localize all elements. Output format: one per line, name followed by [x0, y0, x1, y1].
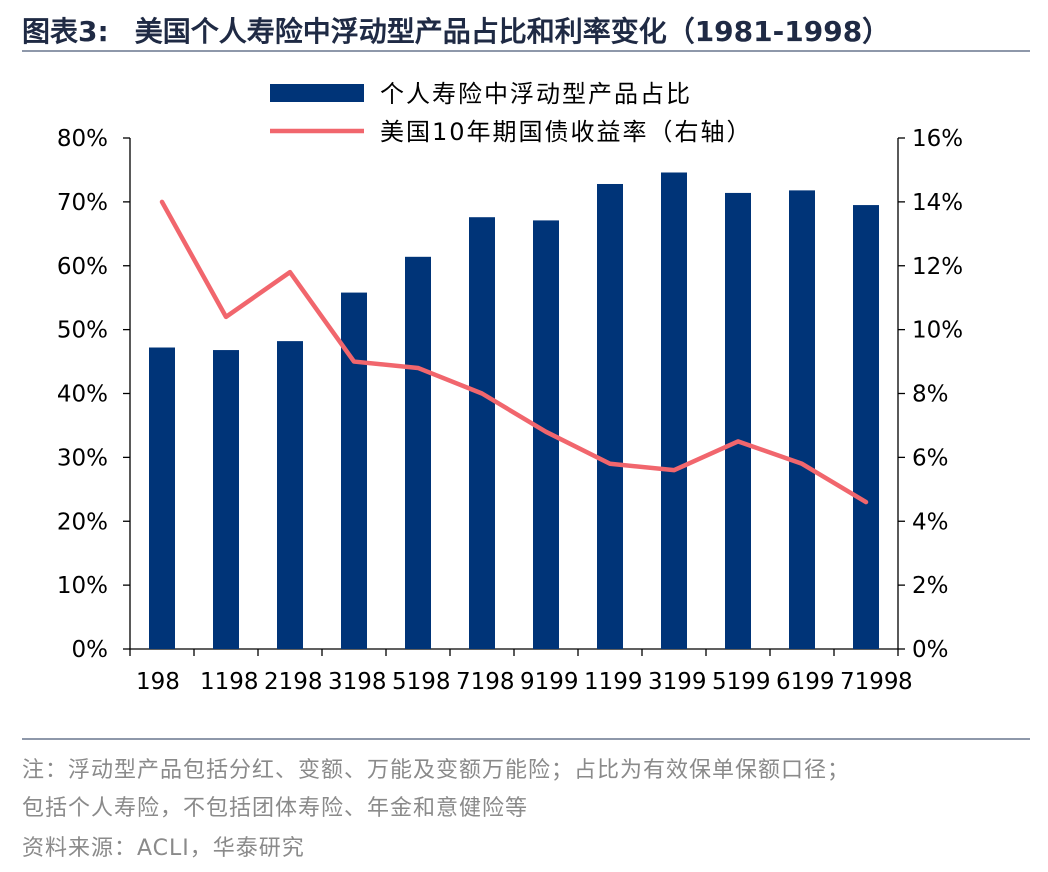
x-tick-label: 6199 — [776, 669, 835, 695]
legend-bar-swatch — [270, 84, 364, 102]
x-tick-label: 198 — [136, 669, 180, 695]
bar-1982 — [213, 350, 239, 649]
y-left-tick-label: 10% — [57, 573, 108, 599]
x-tick-label: 5198 — [392, 669, 451, 695]
y-right-tick-label: 10% — [912, 318, 963, 344]
y-left-tick-label: 80% — [57, 126, 108, 152]
x-tick-label: 1199 — [584, 669, 643, 695]
bar-1981 — [149, 347, 175, 649]
x-tick-label: 8 — [898, 669, 913, 695]
x-tick-label: 3199 — [648, 669, 707, 695]
axes-group: 0% 10% 20% 30% 40% 50% 60% 70% 80% 0% 2% 4% 6% 8% 10% 1… — [57, 126, 963, 695]
y-left-tick-label: 50% — [57, 318, 108, 344]
y-right-tick-label: 0% — [912, 637, 949, 663]
y-left-tick-label: 0% — [72, 637, 109, 663]
y-left-tick-label: 40% — [57, 382, 108, 408]
legend-line-label: 美国10年期国债收益率（右轴） — [380, 118, 753, 146]
y-right-tick-label: 4% — [912, 509, 949, 535]
y-right-tick-label: 6% — [912, 445, 949, 471]
y-left-tick-label: 60% — [57, 254, 108, 280]
x-tick-label: 3198 — [328, 669, 387, 695]
bars-group — [149, 172, 879, 650]
bar-1995 — [661, 172, 687, 649]
bar-1996 — [725, 192, 751, 649]
y-left-tick-label: 20% — [57, 509, 108, 535]
x-tick-label: 1198 — [200, 669, 259, 695]
bar-1987 — [405, 256, 431, 649]
x-tick-label: 9199 — [520, 669, 579, 695]
y-left-tick-label: 70% — [57, 190, 108, 216]
y-right-tick-label: 8% — [912, 382, 949, 408]
x-tick-label: 7198 — [456, 669, 515, 695]
legend-bar-label: 个人寿险中浮动型产品占比 — [380, 80, 692, 108]
yield-line — [159, 199, 869, 505]
x-tick-label: 2198 — [264, 669, 323, 695]
figure-label: 图表3: — [22, 15, 109, 48]
y-right-tick-label: 2% — [912, 573, 949, 599]
y-left-tick-label: 30% — [57, 445, 108, 471]
y-right-tick-label: 14% — [912, 190, 963, 216]
bar-1997 — [789, 190, 815, 649]
line-series-group — [159, 199, 869, 505]
x-tick-label: 7199 — [840, 669, 899, 695]
chart: 0% 10% 20% 30% 40% 50% 60% 70% 80% 0% 2% 4% 6% 8% 10% 1… — [57, 80, 963, 695]
y-right-tick-label: 12% — [912, 254, 963, 280]
bar-1983 — [277, 341, 303, 649]
y-right-tick-label: 16% — [912, 126, 963, 152]
notes-divider — [22, 738, 1030, 740]
x-tick-label: 5199 — [712, 669, 771, 695]
bar-1989 — [469, 217, 495, 649]
note-line-1: 注：浮动型产品包括分红、变额、万能及变额万能险；占比为有效保单保额口径； — [22, 758, 851, 783]
note-line-2: 包括个人寿险，不包括团体寿险、年金和意健险等 — [22, 796, 529, 821]
title-divider — [22, 50, 1030, 52]
source-note: 资料来源：ACLI，华泰研究 — [22, 836, 305, 861]
figure-title-text: 美国个人寿险中浮动型产品占比和利率变化（1981-1998） — [134, 15, 891, 48]
bar-1993 — [597, 183, 623, 650]
figure-title: 图表3: 美国个人寿险中浮动型产品占比和利率变化（1981-1998） — [22, 10, 890, 50]
bar-1998 — [853, 205, 879, 649]
